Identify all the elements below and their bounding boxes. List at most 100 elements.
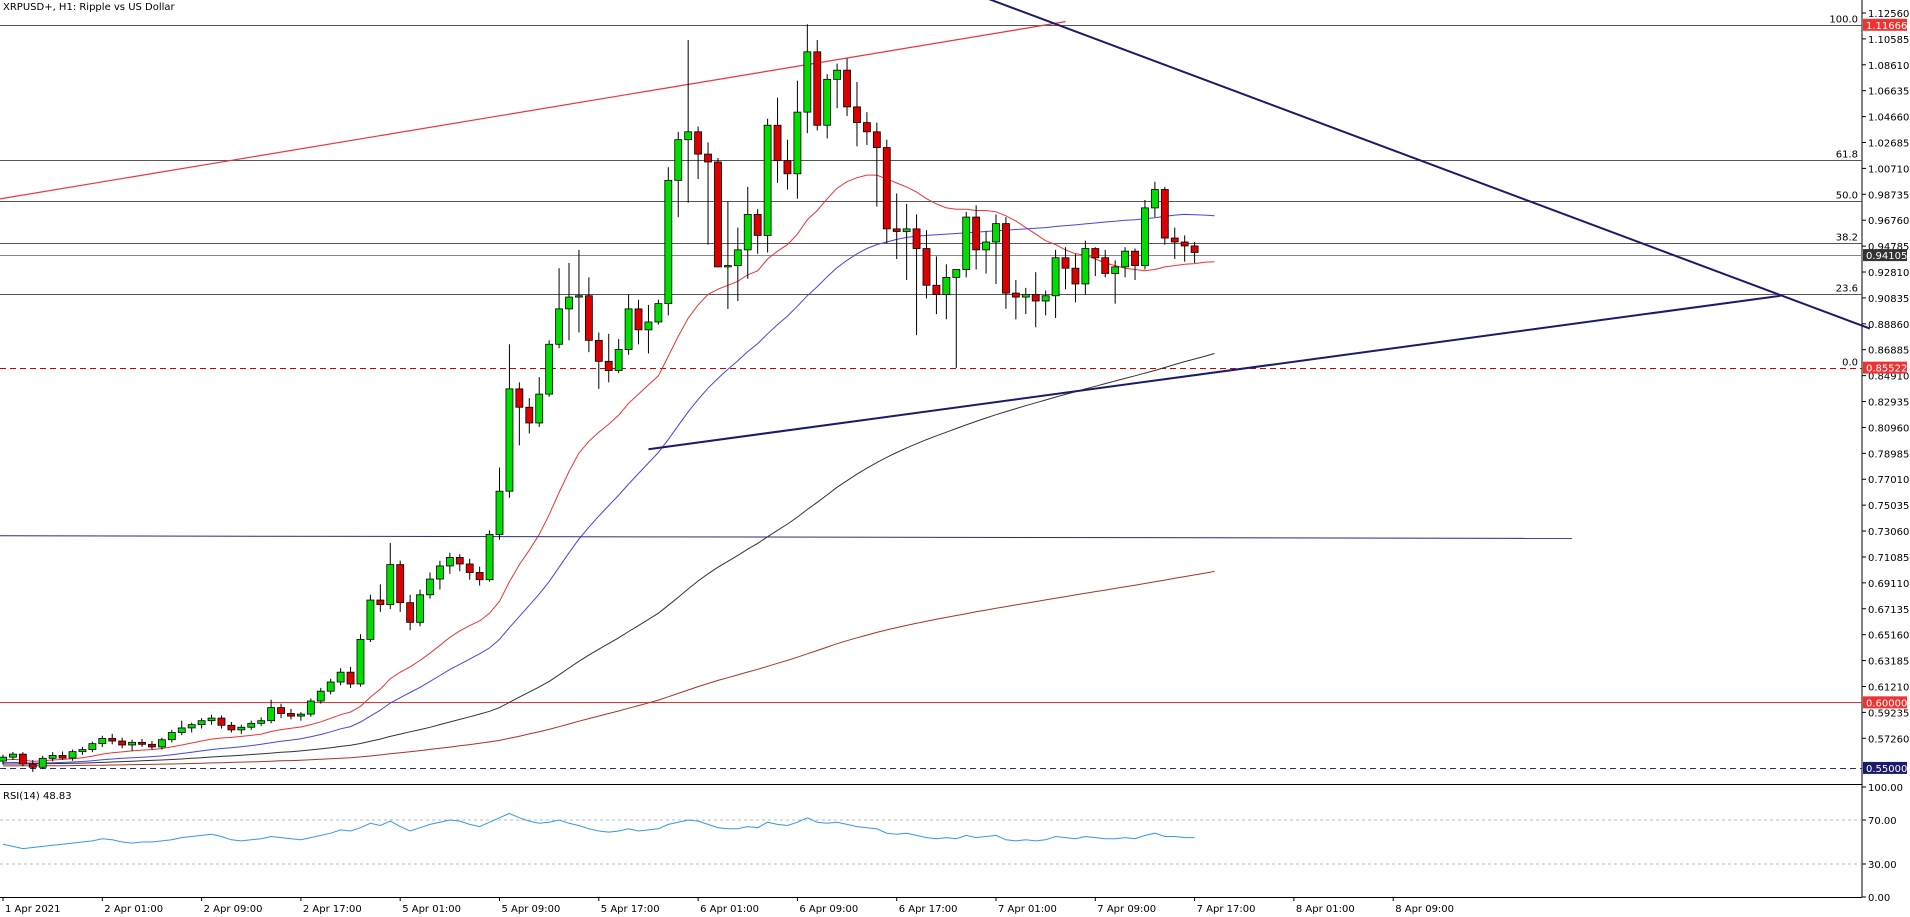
price-badge-bg [1863,761,1907,774]
candle-body [277,707,285,714]
candle-body [118,740,127,746]
candle-body [267,707,276,722]
candle-body [9,753,17,758]
candle-body [773,124,782,162]
price-tick-label: 0.57260 [1868,734,1909,745]
candle [48,752,57,762]
candle-body [157,739,166,748]
price-tick-label: 1.10585 [1868,35,1909,46]
candle-body [843,69,851,108]
price-tick-label: 0.88860 [1868,320,1909,331]
candle [674,131,683,218]
candle-body [336,671,345,683]
candle [366,594,375,643]
candle [813,40,822,131]
candle-body [38,757,47,768]
candle [882,139,891,244]
price-tick-label: 0.77010 [1868,475,1909,486]
candle [1121,247,1129,278]
price-tick-label: 0.94785 [1868,242,1909,253]
candle [863,112,871,145]
candle [833,63,842,109]
price-badge-label: 1.11666 [1866,21,1907,32]
fib-level-label: 50.0 [1836,191,1858,202]
candle-body [525,406,534,424]
candle [922,230,931,299]
moving-average-line [2,174,1215,762]
candle [445,552,454,574]
candle [475,566,484,586]
price-tick-label: 0.75035 [1868,501,1909,512]
candle-body [1041,295,1050,302]
candle [525,398,534,434]
candle [376,584,385,612]
candle-body [833,69,842,80]
candle-body [78,749,87,753]
candle [18,752,27,767]
candle [217,715,226,729]
price-tick-label: 0.90835 [1868,294,1909,305]
price-tick-label: 1.00710 [1868,164,1909,175]
candle-body [743,214,752,251]
candle [763,118,772,253]
candle-body [992,223,1000,243]
candle-body [445,557,454,567]
fibonacci-retracement: 100.0 61.8 50.0 38.2 23.6 0.0 [0,15,1862,369]
candle [296,712,305,721]
candle-body [465,563,474,573]
trend-line [0,21,1066,200]
candle [177,720,186,736]
candle-body [316,690,325,702]
candle [634,299,643,345]
candle-body [455,557,464,565]
candle-body [714,161,722,268]
candle [396,560,405,612]
candle [872,122,881,207]
time-tick-label: 5 Apr 09:00 [502,904,561,915]
candle [98,735,107,747]
candle-body [1071,267,1080,285]
price-badge: 1.11666 [1863,18,1907,32]
candle [773,97,782,183]
price-axis: 1.12560 1.10585 1.08610 1.06635 1.04660 1.026… [1862,9,1909,775]
candle-body [624,308,633,350]
candle [356,634,365,687]
candle [714,158,722,268]
candle-body [207,717,216,722]
candle [1091,247,1100,277]
time-tick-label: 2 Apr 09:00 [204,904,263,915]
candle-body [58,755,67,759]
candle [902,203,911,281]
fib-level-label: 23.6 [1836,284,1858,295]
candle-body [942,276,951,295]
candle-body [1051,257,1060,297]
candle [992,214,1000,284]
candle-body [237,726,246,731]
price-badge: 0.94105 [1863,249,1907,262]
candle [227,722,236,733]
candle-body [902,228,911,232]
candle-body [98,738,107,745]
trend-lines [0,0,1871,539]
candle-body [723,265,732,268]
candle-body [952,269,961,278]
candle-body [28,763,37,768]
candle [316,687,325,704]
candle [1180,235,1189,262]
candle [346,666,355,688]
price-tick-label: 0.63185 [1868,657,1909,668]
candle [1021,287,1030,315]
price-badge-bg [1863,361,1907,374]
price-tick-label: 0.96760 [1868,216,1909,227]
candle [614,339,623,374]
candle [326,678,335,695]
time-tick-label: 6 Apr 09:00 [799,904,858,915]
candle-body [416,594,424,623]
candle-body [475,572,484,581]
candle [237,724,246,734]
candle-body [1002,223,1010,294]
price-tick-label: 1.06635 [1868,87,1909,98]
candle [843,58,851,117]
candle [108,733,117,745]
time-tick-label: 7 Apr 09:00 [1097,904,1156,915]
